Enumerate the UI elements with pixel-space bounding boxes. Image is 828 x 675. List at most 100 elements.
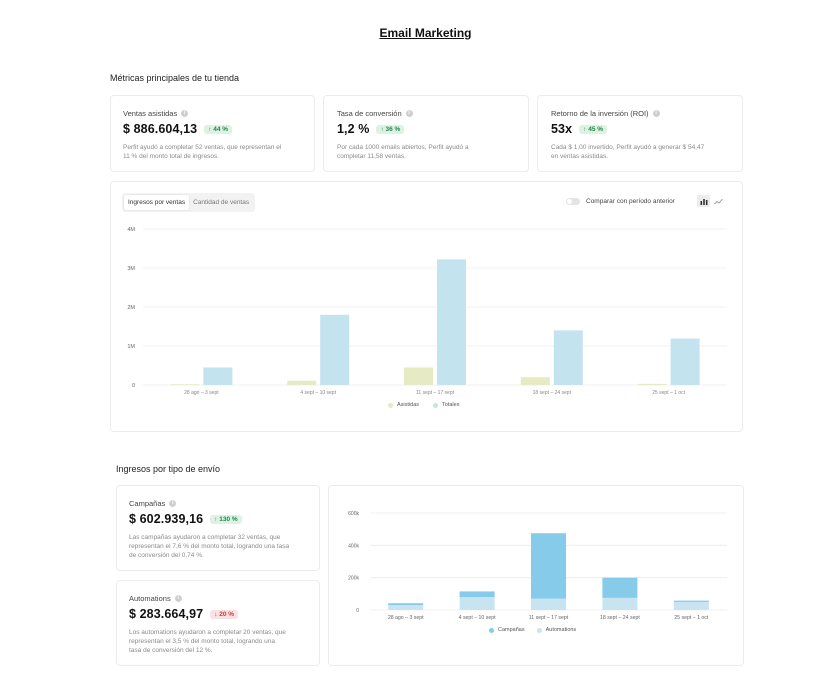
trend-badge: ↑ 130 % [210, 514, 242, 524]
x-tick-label: 18 sept – 24 sept [533, 390, 572, 396]
y-tick-label: 600k [348, 511, 359, 517]
x-tick-label: 25 sept – 1 oct [674, 615, 709, 621]
x-tick-label: 28 ago – 3 sept [184, 390, 219, 396]
y-tick-label: 200k [348, 576, 359, 582]
revenue-chart-card [110, 181, 743, 432]
y-tick-label: 4M [127, 227, 135, 233]
metric-label-row: Tasa de conversión i [337, 109, 515, 118]
page-title: Email Marketing [379, 26, 472, 40]
legend-label: Campañas [498, 627, 525, 633]
shipping-description-line: de conversión del 0,74 %. [129, 552, 204, 559]
y-tick-label: 0 [132, 383, 135, 389]
compare-toggle[interactable] [566, 198, 580, 205]
tab-cantidad-de-ventas[interactable]: Cantidad de ventas [193, 199, 250, 206]
metric-card-tasa-conversion: Tasa de conversión i 1,2 % ↑ 36 % Por ca… [323, 95, 529, 172]
trend-badge: ↑ 45 % [579, 124, 608, 134]
metric-label: Retorno de la inversión (ROI) [551, 109, 649, 118]
shipping-value: $ 602.939,16 [129, 512, 204, 526]
x-tick-label: 28 ago – 3 sept [388, 615, 424, 621]
y-tick-label: 1M [127, 344, 135, 350]
shipping-chart-legend: Campañas Automations [489, 627, 576, 633]
shipping-description-line: Las campañas ayudaron a completar 32 ven… [129, 534, 281, 541]
stacked-bar-campanas [531, 533, 566, 599]
shipping-value-row: $ 602.939,16 ↑ 130 % [129, 512, 307, 526]
legend-dot [388, 402, 393, 408]
shipping-label: Campañas [129, 499, 166, 508]
stacked-bar-campanas [673, 600, 709, 602]
metric-description-line: Perfit ayudó a completar 52 ventas, que … [123, 144, 282, 151]
shipping-description: Las campañas ayudaron a completar 32 ven… [129, 533, 307, 560]
chart-type-switcher [697, 195, 725, 207]
y-tick-label: 400k [348, 543, 359, 549]
trend-badge: ↓ 20 % [210, 609, 239, 619]
metric-description-line: 11 % del monto total de ingresos. [123, 153, 219, 160]
shipping-label-row: Automations i [129, 594, 307, 603]
metrics-section-title: Métricas principales de tu tienda [110, 73, 240, 83]
bar-asistidas [520, 377, 550, 385]
trend-badge: ↑ 44 % [204, 124, 233, 134]
stacked-bar-automations [531, 598, 566, 610]
bar-chart-icon[interactable] [697, 195, 710, 207]
shipping-value-row: $ 283.664,97 ↓ 20 % [129, 607, 307, 621]
metric-value: $ 886.604,13 [123, 122, 198, 136]
tab-ingresos-por-ventas[interactable]: Ingresos por ventas [124, 195, 190, 210]
bar-asistidas [404, 367, 433, 385]
legend-item-asistidas: Asistidas [388, 402, 419, 408]
metric-description: Cada $ 1,00 invertido, Perfit ayudó a ge… [551, 143, 729, 161]
metric-card-ventas-asistidas: Ventas asistidas i $ 886.604,13 ↑ 44 % P… [110, 95, 315, 172]
shipping-value: $ 283.664,97 [129, 607, 204, 621]
metric-description-line: Por cada 1000 emails abiertos, Perfit ay… [337, 144, 469, 151]
metric-label-row: Ventas asistidas i [123, 109, 302, 118]
line-chart-icon[interactable] [712, 195, 725, 207]
metric-description: Perfit ayudó a completar 52 ventas, que … [123, 143, 302, 161]
x-tick-label: 11 sept – 17 sept [529, 615, 569, 621]
stacked-bar-automations [673, 601, 709, 610]
y-tick-label: 0 [356, 608, 359, 614]
x-tick-label: 18 sept – 24 sept [600, 615, 640, 621]
metric-value: 1,2 % [337, 122, 370, 136]
metric-description-line: completar 11,58 ventas. [337, 153, 406, 160]
legend-item-totales: Totales [433, 402, 459, 408]
stacked-bar-campanas [602, 577, 638, 598]
compare-label: Comparar con período anterior [586, 198, 675, 205]
stacked-bar-automations [388, 605, 424, 610]
legend-item-automations: Automations [536, 627, 576, 633]
stacked-bar-automations [459, 597, 495, 610]
metric-label: Tasa de conversión [337, 109, 402, 118]
metric-description: Por cada 1000 emails abiertos, Perfit ay… [337, 143, 515, 161]
shipping-description-line: tasa de conversión del 12 %. [129, 647, 213, 654]
x-tick-label: 4 sept – 10 sept [459, 615, 496, 621]
metric-value: 53x [551, 122, 573, 136]
stacked-bar-automations [602, 597, 638, 610]
stacked-bar-campanas [388, 603, 424, 606]
shipping-description: Los automations ayudaron a completar 20 … [129, 628, 307, 655]
info-icon[interactable]: i [181, 110, 189, 117]
info-icon[interactable]: i [169, 500, 177, 507]
y-tick-label: 2M [127, 305, 135, 311]
x-tick-label: 11 sept – 17 sept [416, 390, 455, 396]
shipping-label-row: Campañas i [129, 499, 307, 508]
legend-dot [433, 402, 439, 408]
metric-card-roi: Retorno de la inversión (ROI) i 53x ↑ 45… [537, 95, 743, 172]
legend-item-campanas: Campañas [489, 627, 525, 633]
bar-asistidas [170, 384, 200, 385]
bar-totales [437, 259, 466, 385]
trend-badge: ↑ 36 % [376, 124, 405, 134]
metric-description-line: Cada $ 1,00 invertido, Perfit ayudó a ge… [551, 144, 705, 151]
bar-totales [203, 367, 233, 385]
shipping-description-line: representan el 7,6 % del monto total, lo… [129, 543, 290, 550]
info-icon[interactable]: i [405, 110, 413, 117]
bar-asistidas [637, 383, 667, 385]
shipping-section-title: Ingresos por tipo de envío [116, 464, 221, 474]
metric-description-line: en ventas asistidas. [551, 153, 609, 160]
bar-totales [320, 314, 350, 385]
legend-label: Asistidas [397, 402, 420, 408]
info-icon[interactable]: i [174, 595, 182, 602]
y-tick-label: 3M [127, 266, 135, 272]
chart-tabs: Ingresos por ventas Cantidad de ventas [122, 193, 256, 212]
compare-toggle-row: Comparar con período anterior [566, 198, 675, 205]
metric-value-row: $ 886.604,13 ↑ 44 % [123, 122, 302, 136]
info-icon[interactable]: i [652, 110, 660, 117]
shipping-description-line: Los automations ayudaron a completar 20 … [129, 629, 286, 636]
